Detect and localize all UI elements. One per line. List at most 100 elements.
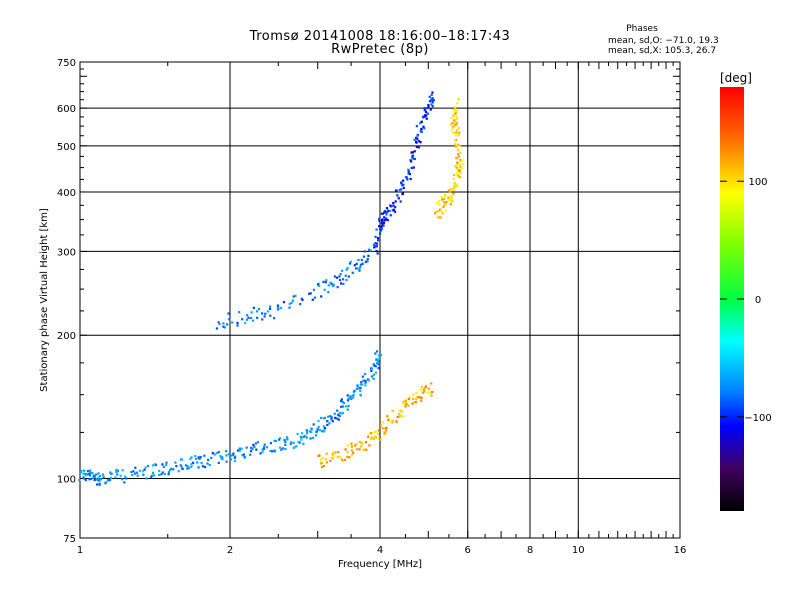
data-point (447, 189, 450, 192)
data-point (358, 448, 361, 451)
y-tick-labels: 75 100 200 300 400 500 600 750 (57, 58, 76, 545)
data-point (330, 418, 333, 421)
data-point (376, 350, 379, 353)
data-point (351, 271, 354, 274)
data-point (279, 437, 282, 440)
data-point (352, 451, 355, 454)
data-point (359, 389, 362, 392)
data-point (435, 202, 439, 205)
data-point (210, 456, 213, 460)
data-point (82, 477, 86, 480)
data-point (262, 446, 266, 449)
data-point (454, 143, 457, 146)
data-point (222, 322, 225, 325)
data-point (387, 418, 390, 422)
data-point (142, 473, 145, 476)
data-point (261, 318, 264, 321)
data-point (452, 192, 455, 195)
data-point (355, 442, 358, 445)
data-point (452, 177, 455, 180)
grid-lines (80, 62, 680, 538)
data-point (203, 454, 206, 457)
data-point (261, 312, 264, 315)
data-point (329, 415, 332, 418)
data-point (265, 446, 269, 449)
data-point (456, 172, 459, 176)
data-point (132, 470, 135, 473)
data-point (370, 375, 374, 378)
data-point (236, 324, 239, 327)
data-point (300, 297, 303, 300)
data-point (395, 189, 398, 192)
data-point (292, 441, 295, 444)
data-point (345, 278, 348, 282)
data-point (231, 321, 234, 324)
data-point (344, 405, 348, 408)
data-point (242, 453, 245, 456)
data-point (116, 470, 119, 473)
data-point (439, 208, 442, 211)
data-point (109, 478, 112, 482)
data-point (451, 121, 454, 125)
data-point (454, 165, 457, 168)
data-point (352, 394, 355, 397)
minor-ticks (79, 61, 681, 539)
data-point (435, 210, 438, 213)
data-point (292, 295, 295, 298)
data-point (420, 398, 423, 401)
data-point (377, 432, 380, 435)
stats-line-x: mean, sd,X: 105.3, 26.7 (608, 46, 716, 56)
data-point (150, 476, 153, 479)
data-point (374, 352, 377, 355)
data-point (253, 445, 256, 448)
data-point (408, 396, 411, 399)
data-point (392, 208, 395, 211)
data-point (381, 212, 384, 215)
x-tick-label: 16 (674, 545, 687, 556)
data-point (364, 260, 367, 264)
data-point (455, 133, 458, 136)
data-point (251, 319, 255, 322)
data-point (458, 175, 461, 179)
data-point (297, 440, 300, 443)
data-point (409, 158, 412, 162)
data-point (347, 405, 350, 408)
data-point (169, 468, 172, 472)
data-point (372, 431, 375, 434)
data-point (355, 387, 358, 391)
data-point (386, 415, 389, 418)
data-point (189, 457, 192, 461)
data-point (443, 204, 446, 207)
data-point (400, 188, 403, 191)
data-point (254, 442, 258, 445)
data-point (315, 430, 319, 433)
data-point (384, 429, 388, 432)
data-point (459, 151, 462, 154)
data-point (98, 482, 101, 485)
data-point (394, 200, 397, 203)
data-point (412, 157, 415, 160)
data-point (376, 358, 379, 361)
data-point (382, 433, 386, 436)
data-point (233, 459, 236, 463)
data-point (412, 393, 415, 396)
data-point (375, 245, 378, 248)
data-point (413, 138, 416, 141)
data-point (319, 462, 323, 465)
data-point (375, 358, 378, 361)
data-point (252, 443, 255, 447)
y-tick-label: 750 (57, 58, 76, 69)
data-point (437, 209, 440, 212)
data-point (399, 413, 402, 417)
data-point (419, 396, 422, 399)
data-point (378, 219, 381, 222)
data-point (186, 465, 190, 468)
data-point (401, 415, 404, 418)
data-point (312, 436, 315, 439)
data-point (186, 467, 189, 470)
data-point (336, 455, 339, 458)
data-point (380, 219, 384, 222)
data-point (411, 154, 414, 157)
data-point (167, 471, 171, 474)
data-point (309, 437, 312, 440)
